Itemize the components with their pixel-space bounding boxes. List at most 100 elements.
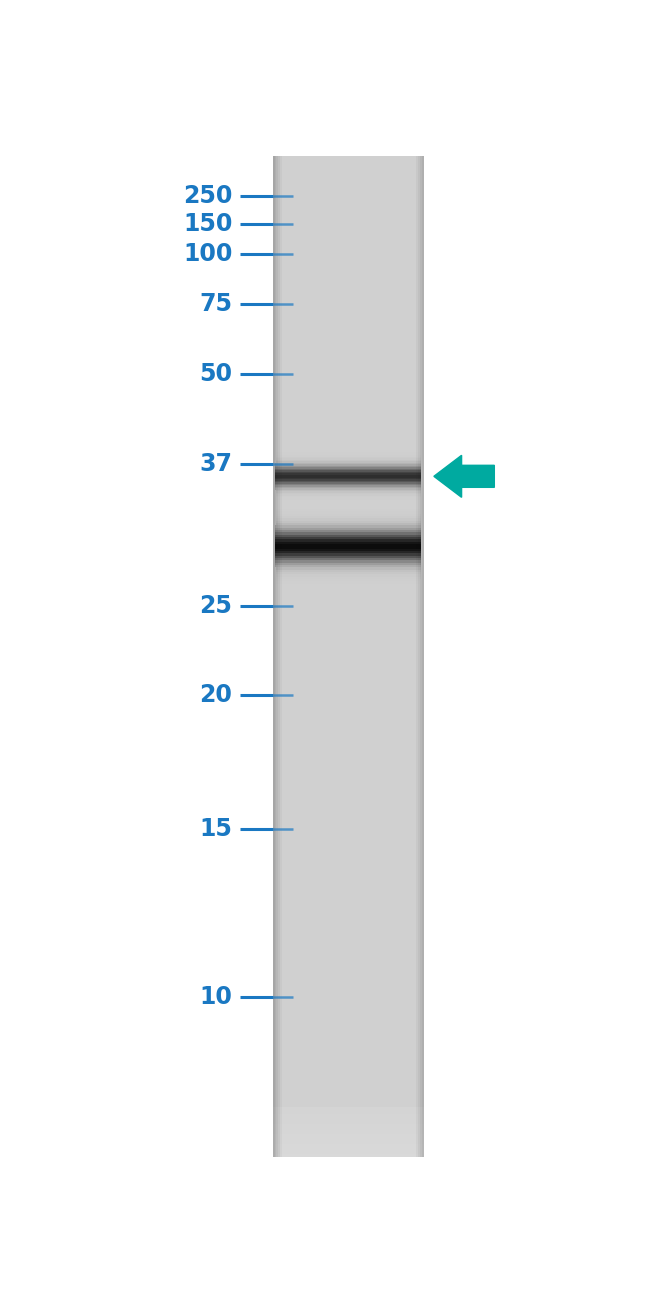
Bar	[273, 294, 424, 296]
Bar	[276, 516, 421, 519]
Bar	[276, 502, 420, 503]
Bar	[273, 697, 424, 699]
Text: 50: 50	[200, 363, 233, 386]
Bar	[273, 827, 424, 829]
Bar	[276, 510, 421, 511]
Bar	[273, 504, 424, 507]
Bar	[273, 176, 424, 178]
Bar	[273, 396, 424, 399]
Bar	[273, 1108, 424, 1109]
Bar	[273, 489, 424, 491]
Bar	[273, 386, 424, 389]
Bar	[273, 857, 424, 859]
Bar	[276, 485, 421, 486]
Bar	[273, 343, 424, 346]
Bar	[276, 511, 421, 514]
Bar	[273, 181, 424, 183]
Bar	[273, 537, 424, 540]
Bar	[276, 575, 421, 577]
Bar	[273, 651, 424, 654]
Bar	[273, 240, 424, 243]
Bar	[273, 549, 424, 551]
Bar	[273, 604, 424, 606]
Bar	[273, 1095, 424, 1097]
Bar	[273, 429, 424, 432]
Bar	[276, 462, 421, 463]
Text: 20: 20	[200, 682, 233, 706]
Bar	[276, 456, 421, 459]
Bar	[273, 521, 424, 524]
Bar	[273, 673, 424, 676]
Bar	[273, 1127, 424, 1130]
Bar	[273, 751, 424, 754]
Bar	[273, 722, 424, 724]
Text: 25: 25	[200, 594, 233, 619]
Bar	[278, 514, 419, 515]
Bar	[273, 413, 424, 416]
Bar	[275, 471, 421, 472]
Bar	[273, 439, 424, 441]
Bar	[273, 644, 424, 646]
Bar	[273, 481, 424, 484]
Bar	[273, 484, 424, 486]
Bar	[273, 205, 424, 208]
Bar	[273, 1044, 424, 1046]
Bar	[273, 419, 424, 421]
Bar	[273, 456, 424, 459]
Bar	[273, 772, 424, 773]
Bar	[273, 372, 424, 373]
Bar	[276, 525, 421, 528]
Bar	[273, 664, 424, 667]
Bar	[276, 519, 421, 521]
Bar	[273, 762, 424, 764]
Bar	[273, 907, 424, 909]
Bar	[273, 1024, 424, 1027]
Bar	[276, 566, 421, 567]
Bar	[273, 391, 424, 394]
Bar	[273, 1140, 424, 1141]
Bar	[273, 211, 424, 213]
Bar	[273, 564, 424, 567]
Text: 150: 150	[183, 212, 233, 237]
Bar	[273, 846, 424, 849]
Bar	[273, 922, 424, 924]
Bar	[273, 254, 424, 256]
Bar	[273, 156, 424, 159]
Bar	[273, 1114, 424, 1117]
Bar	[273, 852, 424, 854]
Bar	[273, 1037, 424, 1040]
Bar	[273, 421, 424, 424]
Bar	[278, 442, 419, 443]
Bar	[278, 481, 418, 484]
Bar	[273, 881, 424, 884]
Text: 100: 100	[183, 242, 233, 266]
Bar	[273, 1152, 424, 1154]
Bar	[273, 914, 424, 916]
Bar	[273, 346, 424, 348]
Bar	[278, 515, 419, 517]
Bar	[276, 586, 420, 589]
Bar	[273, 451, 424, 454]
Bar	[273, 166, 424, 169]
Bar	[273, 367, 424, 369]
Bar	[273, 231, 424, 234]
Bar	[273, 202, 424, 204]
Bar	[275, 480, 421, 481]
Bar	[273, 744, 424, 746]
Bar	[273, 767, 424, 770]
Bar	[273, 376, 424, 378]
Bar	[273, 797, 424, 800]
Bar	[273, 676, 424, 679]
Bar	[273, 909, 424, 911]
Bar	[273, 378, 424, 381]
Bar	[273, 569, 424, 572]
Bar	[273, 621, 424, 624]
Bar	[277, 503, 420, 504]
Bar	[278, 439, 419, 441]
Bar	[276, 498, 421, 499]
Bar	[273, 326, 424, 329]
Bar	[277, 590, 420, 593]
Bar	[273, 892, 424, 894]
Bar	[273, 776, 424, 779]
Bar	[273, 408, 424, 411]
